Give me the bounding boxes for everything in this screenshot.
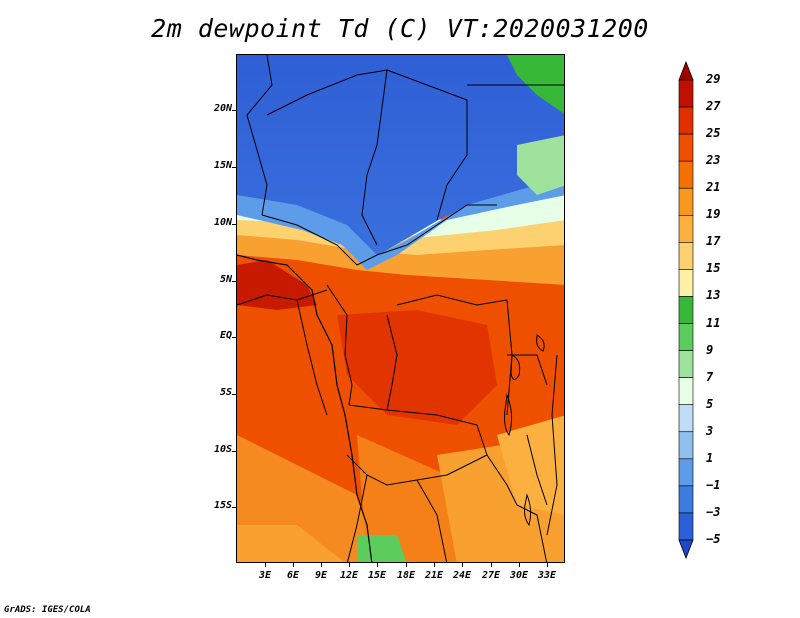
colorbar-box (678, 512, 694, 541)
colorbar-box (678, 214, 694, 243)
dewpoint-map (236, 54, 565, 563)
colorbar-box (678, 296, 694, 324)
lat-label-10n: 10N (213, 217, 232, 228)
colorbar-label: 29 (706, 72, 721, 86)
lon-tick (293, 563, 294, 567)
colorbar (678, 60, 694, 560)
lon-label-9e: 9E (314, 570, 328, 581)
colorbar-label: 3 (706, 423, 714, 438)
lat-label-5n: 5N (219, 274, 232, 285)
colorbar-box (678, 269, 694, 297)
lat-label-5s: 5S (219, 387, 232, 398)
colorbar-label: 21 (706, 180, 721, 195)
colorbar-label: 25 (706, 126, 721, 141)
colorbar-box (678, 160, 694, 189)
colorbar-label: 11 (706, 315, 721, 330)
west-coastline (237, 254, 373, 562)
lon-tick (377, 563, 378, 567)
colorbar-label: 1 (706, 450, 714, 465)
colorbar-box (678, 133, 694, 162)
field-north-east-green (507, 55, 564, 114)
colorbar-label: 13 (706, 288, 721, 303)
lat-label-10s: 10S (213, 444, 232, 455)
lon-tick (434, 563, 435, 567)
lon-label-27e: 27E (481, 570, 501, 581)
colorbar-label: 23 (706, 153, 721, 168)
lat-tick (232, 110, 236, 111)
country-borders (237, 55, 564, 562)
colorbar-label: 9 (706, 342, 714, 357)
lon-label-24e: 24E (452, 570, 472, 581)
lat-label-15n: 15N (213, 160, 232, 171)
lon-label-15e: 15E (367, 570, 387, 581)
colorbar-box (678, 242, 694, 270)
lon-label-21e: 21E (424, 570, 444, 581)
field-dry-fringe (237, 175, 564, 270)
colorbar-label: 17 (706, 234, 721, 249)
lon-label-18e: 18E (396, 570, 416, 581)
field-south-central (357, 435, 467, 562)
colorbar-label: −5 (706, 532, 721, 546)
chart-title: 2m dewpoint Td (C) VT:2020031200 (151, 14, 649, 43)
lat-tick (232, 224, 236, 225)
lon-tick (349, 563, 350, 567)
colorbar-box (678, 431, 694, 460)
lon-label-33e: 33E (537, 570, 557, 581)
colorbar-label: 15 (706, 261, 721, 276)
colorbar-box (678, 79, 694, 108)
lat-tick (232, 281, 236, 282)
grads-credit: GrADS: IGES/COLA (4, 605, 91, 615)
colorbar-box (678, 458, 694, 487)
lon-label-12e: 12E (339, 570, 359, 581)
lat-tick (232, 451, 236, 452)
lat-label-20n: 20N (213, 103, 232, 114)
great-lakes (504, 334, 545, 527)
lon-tick (519, 563, 520, 567)
field-basin-core (337, 310, 497, 425)
lon-tick (321, 563, 322, 567)
field-east-highlands (497, 415, 564, 515)
colorbar-box (678, 377, 694, 406)
field-guinea-core (237, 260, 317, 310)
field-dry-north (237, 55, 564, 265)
lon-label-6e: 6E (286, 570, 300, 581)
colorbar-label: −1 (706, 477, 721, 492)
colorbar-box (678, 323, 694, 351)
colorbar-box (678, 485, 694, 514)
field-south-west-light (237, 525, 345, 562)
colorbar-box (678, 404, 694, 433)
colorbar-label: −3 (706, 504, 721, 519)
lon-label-30e: 30E (509, 570, 529, 581)
lat-label-15s: 15S (213, 500, 232, 511)
dewpoint-field (237, 55, 564, 562)
field-east-green (517, 135, 564, 195)
colorbar-top-arrow (678, 60, 694, 81)
colorbar-box (678, 187, 694, 216)
colorbar-label: 19 (706, 207, 721, 222)
colorbar-box (678, 106, 694, 135)
colorbar-label: 27 (706, 99, 721, 114)
lon-tick (406, 563, 407, 567)
lat-tick (232, 337, 236, 338)
lon-tick (547, 563, 548, 567)
lat-tick (232, 507, 236, 508)
lon-tick (491, 563, 492, 567)
colorbar-bottom-arrow (678, 539, 694, 560)
colorbar-label: 5 (706, 396, 714, 411)
lat-tick (232, 167, 236, 168)
lon-label-3e: 3E (258, 570, 272, 581)
colorbar-label: 7 (706, 369, 714, 384)
lat-tick (232, 394, 236, 395)
colorbar-box (678, 350, 694, 378)
lon-tick (265, 563, 266, 567)
lat-label-eq: EQ (219, 330, 232, 341)
lon-tick (462, 563, 463, 567)
